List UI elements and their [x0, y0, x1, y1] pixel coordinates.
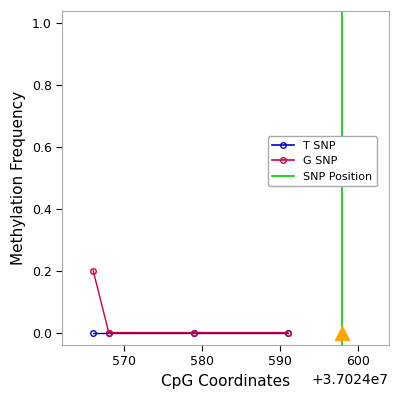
X-axis label: CpG Coordinates: CpG Coordinates	[161, 374, 290, 389]
Y-axis label: Methylation Frequency: Methylation Frequency	[11, 91, 26, 265]
Legend: T SNP, G SNP, SNP Position: T SNP, G SNP, SNP Position	[268, 136, 377, 186]
